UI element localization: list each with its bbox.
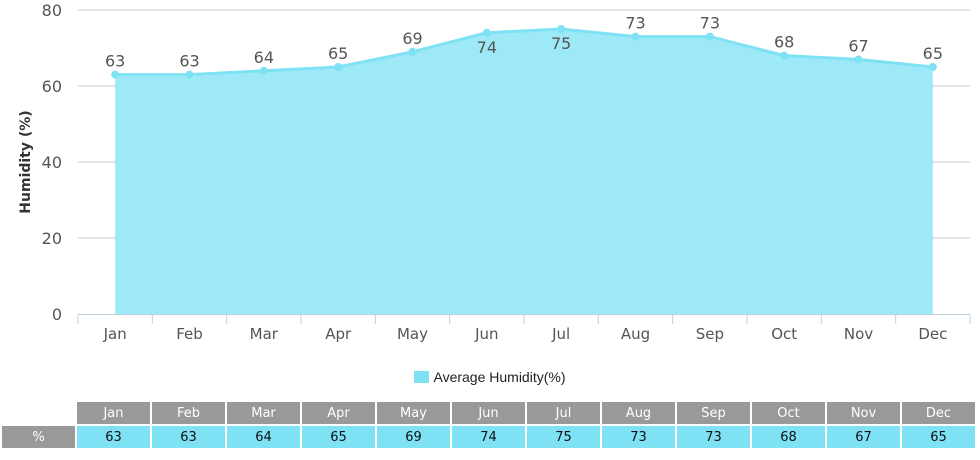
table-cell: 73 — [602, 426, 675, 448]
table-header-cell: Feb — [152, 402, 225, 424]
table-cell: 69 — [377, 426, 450, 448]
legend-swatch — [414, 371, 430, 383]
table-cell: 63 — [152, 426, 225, 448]
data-point — [482, 28, 491, 37]
y-tick-label: 40 — [42, 153, 62, 172]
y-axis-title: Humidity (%) — [18, 110, 34, 213]
table-cell: 63 — [77, 426, 150, 448]
data-label: 69 — [402, 29, 422, 48]
data-label: 75 — [551, 34, 571, 53]
data-point — [259, 66, 268, 75]
data-label: 74 — [477, 38, 497, 57]
y-tick-label: 0 — [52, 305, 62, 324]
table-header-cell: Apr — [302, 402, 375, 424]
data-point — [408, 47, 417, 56]
data-label: 73 — [700, 14, 720, 33]
data-point — [557, 25, 566, 33]
y-tick-label: 20 — [42, 229, 62, 248]
x-tick-label: Feb — [176, 325, 203, 343]
table-cell: 64 — [227, 426, 300, 448]
table-cell: 65 — [902, 426, 975, 448]
x-tick-label: Nov — [844, 325, 873, 343]
data-label: 65 — [923, 44, 943, 63]
legend-label: Average Humidity(%) — [433, 369, 566, 385]
legend-item[interactable]: Average Humidity(%) — [0, 369, 980, 385]
x-tick-label: Jan — [103, 325, 127, 343]
data-point — [111, 70, 120, 79]
x-tick-label: Apr — [325, 325, 352, 343]
table-header-cell: Jan — [77, 402, 150, 424]
x-tick-label: Aug — [621, 325, 650, 343]
row-label: % — [2, 426, 75, 448]
x-tick-label: Jul — [551, 325, 570, 343]
table-cell: 67 — [827, 426, 900, 448]
table-header-cell: Oct — [752, 402, 825, 424]
data-point — [705, 32, 714, 41]
chart-area: 0 20 40 60 80 Humidity (%) Jan Feb Mar Apr May Jun J… — [18, 1, 971, 343]
x-tick-label: Mar — [250, 325, 279, 343]
data-point — [928, 63, 937, 71]
table-header-cell: Aug — [602, 402, 675, 424]
data-point — [854, 55, 863, 64]
y-tick-label: 60 — [42, 77, 62, 96]
x-tick-label: May — [397, 325, 428, 343]
x-tick-label: Jun — [474, 325, 498, 343]
table-cell: 65 — [302, 426, 375, 448]
data-point — [780, 51, 789, 60]
data-label: 63 — [179, 52, 199, 71]
x-tick-label: Oct — [771, 325, 797, 343]
table-cell: 73 — [677, 426, 750, 448]
table-row: % 63 63 64 65 69 74 75 73 73 68 67 65 — [2, 426, 975, 448]
data-label: 67 — [848, 36, 868, 55]
table-header-cell: Jul — [527, 402, 600, 424]
table-header-cell: May — [377, 402, 450, 424]
data-label: 73 — [625, 14, 645, 33]
table-header-cell: Dec — [902, 402, 975, 424]
table-header-row: Jan Feb Mar Apr May Jun Jul Aug Sep Oct Nov Dec — [2, 402, 975, 424]
x-tick-label: Dec — [918, 325, 947, 343]
x-tick-label: Sep — [696, 325, 724, 343]
table-cell: 68 — [752, 426, 825, 448]
data-label: 65 — [328, 44, 348, 63]
data-label: 63 — [105, 52, 125, 71]
series-line — [115, 27, 933, 77]
table-header-cell: Jun — [452, 402, 525, 424]
area-fill — [115, 29, 933, 314]
data-label: 64 — [254, 48, 274, 67]
y-tick-label: 80 — [42, 1, 62, 20]
data-point — [185, 70, 194, 79]
table-header-cell: Mar — [227, 402, 300, 424]
table-cell: 75 — [527, 426, 600, 448]
data-label: 68 — [774, 33, 794, 52]
table-header-cell: Nov — [827, 402, 900, 424]
table-cell: 74 — [452, 426, 525, 448]
data-table: Jan Feb Mar Apr May Jun Jul Aug Sep Oct Nov Dec % 63… — [0, 400, 977, 450]
table-header-cell: Sep — [677, 402, 750, 424]
data-point — [631, 32, 640, 41]
data-point — [334, 63, 343, 71]
